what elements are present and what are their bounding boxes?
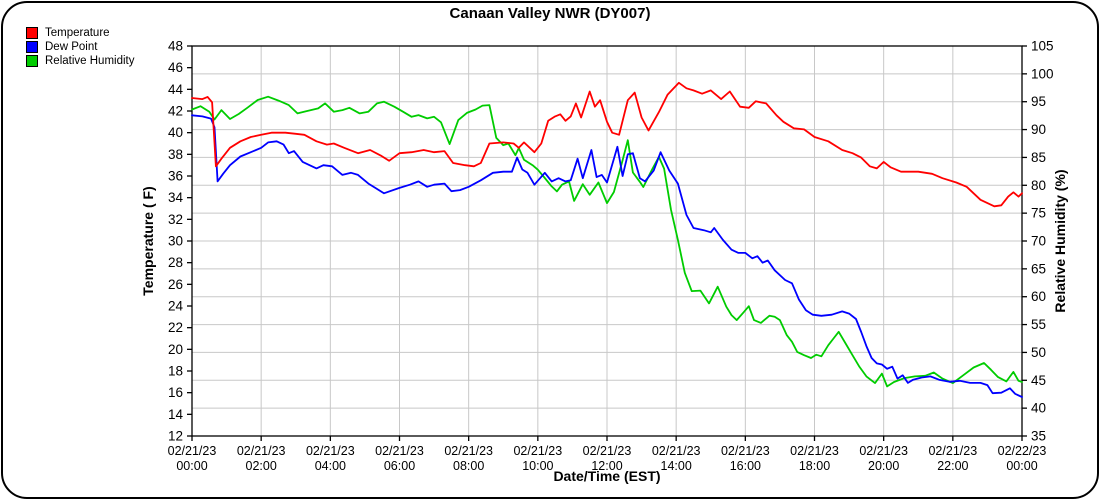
y-right-tick-label: 100 (1031, 66, 1054, 81)
y-right-tick-label: 60 (1031, 289, 1046, 304)
y-left-tick-label: 40 (168, 125, 183, 140)
x-tick-time: 18:00 (799, 459, 830, 473)
relative-humidity-legend-label: Relative Humidity (45, 55, 135, 67)
temperature-legend-swatch (26, 27, 38, 39)
x-tick-date: 02/21/23 (237, 444, 286, 458)
x-tick-date: 02/21/23 (721, 444, 770, 458)
x-tick-time: 02:00 (246, 459, 277, 473)
series-line-dew-point (191, 114, 1023, 398)
y-left-tick-label: 46 (168, 60, 183, 75)
y-left-tick-label: 12 (168, 429, 183, 444)
legend-item-temperature: Temperature (26, 26, 134, 40)
x-tick-time: 00:00 (1006, 459, 1037, 473)
y-right-tick-label: 65 (1031, 261, 1046, 276)
x-tick-time: 20:00 (868, 459, 899, 473)
y-left-tick-label: 34 (168, 190, 184, 205)
y-left-tick-label: 38 (168, 147, 183, 162)
legend-item-relative-humidity: Relative Humidity (26, 54, 134, 68)
y-left-tick-label: 32 (168, 212, 183, 227)
y-left-tick-label: 28 (168, 255, 183, 270)
y-left-tick-label: 20 (168, 342, 183, 357)
x-tick-time: 08:00 (453, 459, 484, 473)
x-tick-date: 02/21/23 (652, 444, 701, 458)
series-line-temperature (191, 81, 1023, 208)
dew-point-legend-label: Dew Point (45, 41, 98, 53)
dew-point-legend-swatch (26, 41, 38, 53)
x-tick-date: 02/21/23 (168, 444, 217, 458)
y-left-tick-label: 30 (168, 234, 183, 249)
y-left-tick-label: 14 (168, 407, 184, 422)
x-tick-date: 02/21/23 (444, 444, 493, 458)
x-tick-time: 10:00 (522, 459, 553, 473)
temperature-legend-label: Temperature (45, 27, 110, 39)
y-right-tick-label: 40 (1031, 401, 1046, 416)
y-left-tick-label: 44 (168, 82, 184, 97)
y-left-tick-label: 24 (168, 299, 184, 314)
y-right-tick-label: 75 (1031, 206, 1046, 221)
y-right-tick-label: 95 (1031, 94, 1046, 109)
x-tick-date: 02/21/23 (375, 444, 424, 458)
series-line-relative-humidity (191, 95, 1023, 388)
x-tick-date: 02/21/23 (859, 444, 908, 458)
x-tick-time: 16:00 (730, 459, 761, 473)
y-right-tick-label: 70 (1031, 234, 1046, 249)
relative-humidity-legend-swatch (26, 55, 38, 67)
y-left-tick-label: 18 (168, 364, 183, 379)
y-left-tick-label: 26 (168, 277, 183, 292)
x-tick-date: 02/21/23 (928, 444, 977, 458)
legend-item-dew-point: Dew Point (26, 40, 134, 54)
y-right-tick-label: 90 (1031, 122, 1046, 137)
y-left-tick-label: 22 (168, 320, 183, 335)
x-axis-title: Date/Time (EST) (553, 468, 661, 484)
y-left-tick-label: 48 (168, 39, 183, 54)
y-left-tick-label: 36 (168, 169, 183, 184)
y-right-tick-label: 55 (1031, 317, 1046, 332)
y-right-tick-label: 85 (1031, 150, 1046, 165)
y-left-tick-label: 42 (168, 104, 183, 119)
y-right-tick-label: 35 (1031, 429, 1046, 444)
x-tick-time: 04:00 (315, 459, 346, 473)
x-tick-time: 14:00 (661, 459, 692, 473)
x-tick-date: 02/21/23 (306, 444, 355, 458)
x-tick-time: 06:00 (384, 459, 415, 473)
y-right-tick-label: 50 (1031, 345, 1046, 360)
y-right-tick-label: 80 (1031, 178, 1046, 193)
x-tick-time: 22:00 (937, 459, 968, 473)
y-right-tick-label: 105 (1031, 39, 1054, 54)
x-tick-date: 02/22/23 (998, 444, 1047, 458)
y-left-tick-label: 16 (168, 385, 183, 400)
chart-title: Canaan Valley NWR (DY007) (449, 5, 651, 22)
legend: Temperature Dew Point Relative Humidity (26, 26, 134, 68)
y-right-tick-label: 45 (1031, 373, 1046, 388)
x-tick-time: 12:00 (591, 459, 622, 473)
x-tick-time: 00:00 (176, 459, 207, 473)
x-tick-date: 02/21/23 (583, 444, 632, 458)
x-tick-date: 02/21/23 (790, 444, 839, 458)
x-tick-date: 02/21/23 (513, 444, 562, 458)
